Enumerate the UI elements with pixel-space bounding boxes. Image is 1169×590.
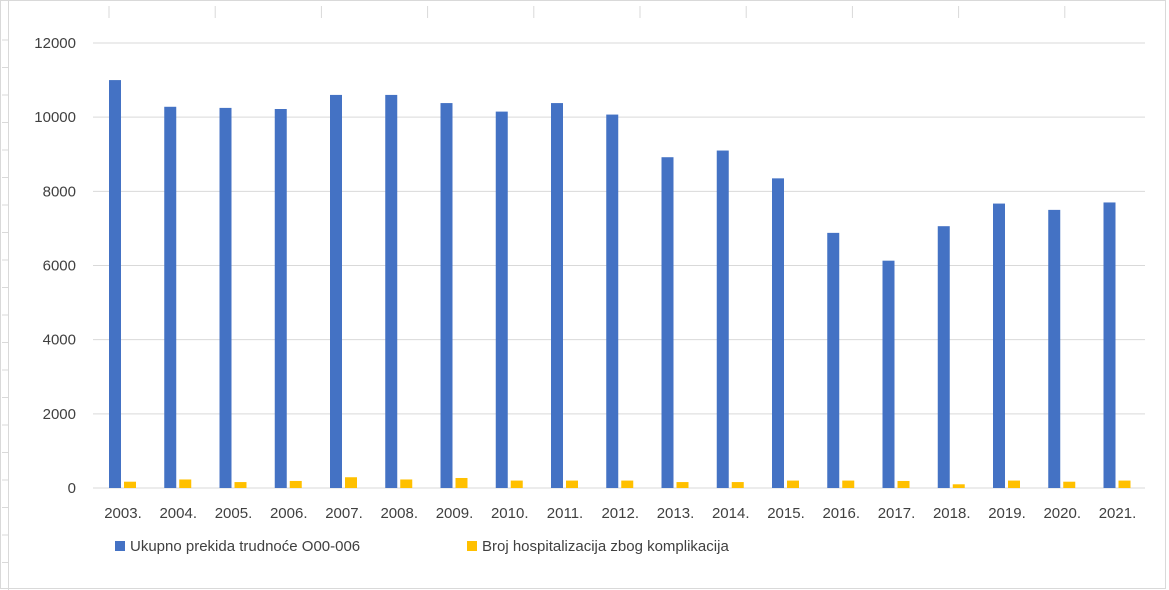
- legend-swatch: [467, 541, 477, 551]
- top-tick-marks: [108, 6, 1066, 18]
- legend: Ukupno prekida trudnoće O00-006 Broj hosp…: [115, 538, 729, 555]
- bar-series-1: [1103, 202, 1116, 489]
- bar-series-1: [1048, 209, 1061, 488]
- bar-series-2: [400, 479, 413, 488]
- y-tick-label: 6000: [43, 258, 76, 275]
- x-tick-label: 2008.: [380, 505, 418, 522]
- bar-series-1: [551, 103, 563, 488]
- bar-series-2: [510, 480, 523, 488]
- bar-series-1: [109, 80, 121, 488]
- y-tick-label: 2000: [43, 406, 76, 423]
- bar-series-1: [606, 114, 619, 488]
- bar-series-2: [952, 484, 965, 488]
- x-tick-label: 2018.: [933, 505, 971, 522]
- y-tick-label: 10000: [34, 109, 76, 126]
- bar-series-1: [827, 232, 840, 488]
- bar-series-2: [676, 482, 689, 488]
- bar-series-2: [455, 477, 468, 488]
- bar-series-1: [164, 106, 177, 489]
- y-tick-label: 4000: [43, 332, 76, 349]
- bar-series-2: [1118, 480, 1131, 488]
- bar-series-2: [289, 480, 302, 488]
- bar-series-1: [882, 260, 895, 488]
- bar-series-2: [234, 482, 247, 488]
- bar-series-2: [621, 480, 634, 488]
- x-tick-label: 2009.: [436, 505, 474, 522]
- bars: [109, 80, 1131, 489]
- x-tick-label: 2019.: [988, 505, 1026, 522]
- bar-series-2: [1063, 481, 1076, 488]
- x-tick-label: 2006.: [270, 505, 308, 522]
- x-tick-label: 2017.: [878, 505, 916, 522]
- bar-series-1: [330, 94, 342, 489]
- bar-series-2: [179, 479, 192, 488]
- x-tick-label: 2016.: [822, 505, 860, 522]
- bar-series-1: [385, 94, 398, 489]
- bar-series-1: [772, 178, 784, 488]
- bar-series-1: [993, 203, 1005, 488]
- y-tick-label: 0: [68, 480, 76, 497]
- x-tick-label: 2020.: [1043, 505, 1081, 522]
- legend-swatch: [115, 541, 125, 551]
- left-tick-marks: [2, 39, 8, 563]
- y-tick-label: 8000: [43, 183, 76, 200]
- bar-series-2: [842, 480, 855, 488]
- x-tick-label: 2004.: [159, 505, 197, 522]
- x-tick-label: 2003.: [104, 505, 142, 522]
- bar-series-2: [731, 482, 744, 488]
- bar-series-2: [345, 477, 357, 488]
- bar-series-2: [1008, 480, 1020, 488]
- bar-series-1: [716, 150, 729, 488]
- x-tick-label: 2007.: [325, 505, 363, 522]
- y-tick-labels: 0 2000 4000 6000 8000 10000 12000: [34, 35, 76, 497]
- y-tick-label: 12000: [34, 35, 76, 52]
- bar-series-2: [897, 480, 910, 488]
- legend-label: Ukupno prekida trudnoće O00-006: [130, 538, 360, 555]
- x-tick-label: 2005.: [215, 505, 253, 522]
- bar-series-2: [787, 480, 799, 488]
- legend-label: Broj hospitalizacija zbog komplikacija: [482, 538, 729, 555]
- bar-series-1: [219, 107, 232, 488]
- bar-series-1: [495, 111, 508, 489]
- bar-series-1: [274, 109, 287, 488]
- bar-series-1: [440, 103, 453, 488]
- x-tick-label: 2015.: [767, 505, 805, 522]
- bar-series-2: [124, 481, 136, 488]
- bar-series-1: [937, 226, 950, 489]
- gridlines: [93, 42, 1145, 489]
- x-tick-label: 2013.: [657, 505, 695, 522]
- x-tick-label: 2011.: [547, 505, 583, 522]
- x-tick-label: 2014.: [712, 505, 750, 522]
- x-tick-label: 2021.: [1099, 505, 1137, 522]
- x-tick-label: 2010.: [491, 505, 529, 522]
- x-tick-labels: 2003. 2004. 2005. 2006. 2007. 2008. 2009. 2010.…: [104, 505, 1136, 522]
- bar-series-2: [566, 480, 578, 488]
- bar-series-1: [661, 157, 674, 488]
- x-tick-label: 2012.: [601, 505, 639, 522]
